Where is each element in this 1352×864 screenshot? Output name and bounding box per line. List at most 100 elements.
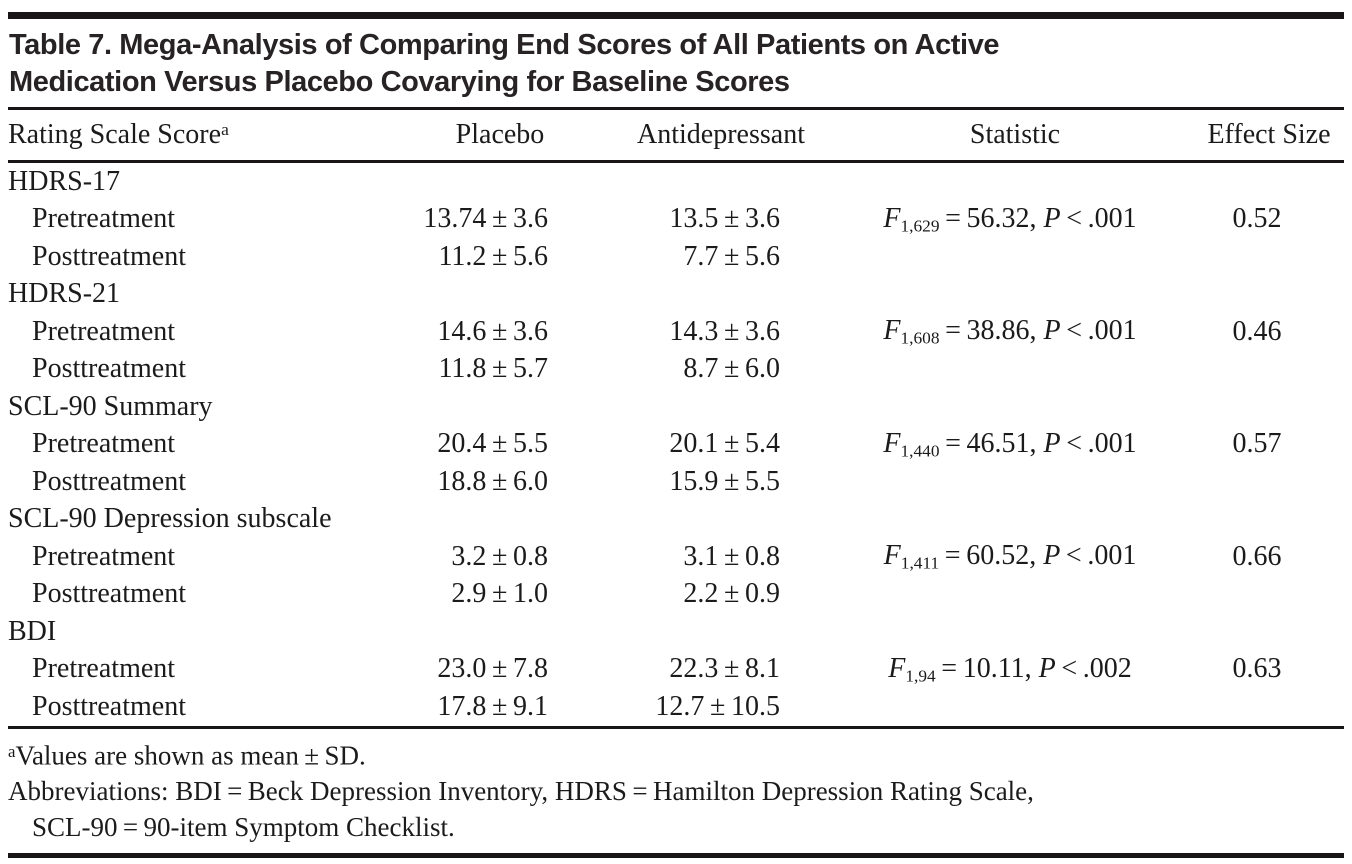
column-header-placebo: Placebo (455, 119, 545, 150)
row-label: Pretreatment (32, 315, 176, 347)
p-value: < .001 (1060, 427, 1137, 459)
antidepressant-value: 22.3 ± 8.1 (669, 653, 780, 685)
table-row: Posttreatment 18.8 ± 6.0 15.9 ± 5.5 (8, 463, 1344, 501)
table-row: Pretreatment 20.4 ± 5.5 20.1 ± 5.4 F1,44… (8, 426, 1344, 464)
antidepressant-value: 3.1 ± 0.8 (683, 540, 780, 572)
statistic-value: F1,440 = 46.51, P < .001 (850, 428, 1170, 461)
row-label: Pretreatment (32, 653, 176, 685)
row-label: Posttreatment (32, 240, 186, 272)
placebo-value: 13.74 ± 3.6 (423, 203, 548, 235)
group-header-row: HDRS-21 (8, 276, 1344, 314)
antidepressant-value: 12.7 ± 10.5 (655, 690, 780, 722)
row-label: Posttreatment (32, 353, 186, 385)
placebo-value: 17.8 ± 9.1 (437, 690, 548, 722)
header-divider-rule (8, 160, 1344, 163)
f-symbol: F (888, 652, 906, 684)
table-title-line2: Medication Versus Placebo Covarying for … (9, 66, 790, 98)
rating-scale-footnote-marker: a (221, 120, 229, 140)
column-header-antidepressant: Antidepressant (637, 119, 805, 150)
f-statistic-value: = 10.11, (935, 652, 1039, 684)
p-symbol: P (1043, 202, 1061, 234)
f-symbol: F (883, 202, 901, 234)
table-title-line1: Table 7. Mega-Analysis of Comparing End … (9, 29, 1000, 61)
placebo-value: 11.2 ± 5.6 (438, 240, 548, 272)
statistic-value: F1,94 = 10.11, P < .002 (850, 653, 1170, 686)
column-header-row: Rating Scale Scorea Placebo Antidepressa… (8, 110, 1344, 160)
footnote-values-text: Values are shown as mean ± SD. (15, 740, 366, 771)
row-label: Pretreatment (32, 203, 176, 235)
row-label: Pretreatment (32, 540, 176, 572)
antidepressant-value: 13.5 ± 3.6 (669, 203, 780, 235)
f-statistic-value: = 46.51, (939, 427, 1044, 459)
group-label: SCL-90 Depression subscale (8, 503, 332, 535)
column-header-effect-size: Effect Size (1207, 119, 1331, 150)
statistic-value: F1,411 = 60.52, P < .001 (850, 540, 1170, 573)
f-symbol: F (883, 315, 901, 347)
placebo-value: 3.2 ± 0.8 (451, 540, 548, 572)
antidepressant-value: 7.7 ± 5.6 (683, 240, 780, 272)
p-value: < .001 (1060, 540, 1137, 572)
table-row: Posttreatment 2.9 ± 1.0 2.2 ± 0.9 (8, 576, 1344, 614)
group-label: HDRS-17 (8, 165, 121, 197)
degrees-of-freedom: 1,411 (900, 553, 940, 573)
antidepressant-value: 8.7 ± 6.0 (683, 353, 780, 385)
group-header-row: BDI (8, 613, 1344, 651)
p-symbol: P (1043, 540, 1061, 572)
effect-size-value: 0.57 (1232, 428, 1282, 460)
row-label: Posttreatment (32, 690, 186, 722)
group-header-row: SCL-90 Summary (8, 388, 1344, 426)
table-row: Posttreatment 17.8 ± 9.1 12.7 ± 10.5 (8, 688, 1344, 726)
degrees-of-freedom: 1,440 (900, 440, 940, 460)
f-symbol: F (883, 540, 901, 572)
p-symbol: P (1038, 652, 1056, 684)
table-row: Pretreatment 3.2 ± 0.8 3.1 ± 0.8 F1,411 … (8, 538, 1344, 576)
footnote-abbreviations-line2: SCL-90 = 90-item Symptom Checklist. (32, 812, 455, 843)
table-title: Table 7. Mega-Analysis of Comparing End … (9, 27, 1344, 101)
group-header-row: SCL-90 Depression subscale (8, 501, 1344, 539)
placebo-value: 20.4 ± 5.5 (437, 428, 548, 460)
degrees-of-freedom: 1,94 (905, 665, 936, 685)
title-divider-rule (8, 107, 1344, 110)
antidepressant-value: 20.1 ± 5.4 (669, 428, 780, 460)
top-rule (8, 12, 1344, 19)
footnote-abbreviations-line1: Abbreviations: BDI = Beck Depression Inv… (8, 776, 1034, 807)
p-symbol: P (1043, 315, 1061, 347)
row-label: Posttreatment (32, 578, 186, 610)
placebo-value: 23.0 ± 7.8 (437, 653, 548, 685)
footnotes: aValues are shown as mean ± SD. Abbrevia… (8, 734, 1344, 846)
table-row: Pretreatment 13.74 ± 3.6 13.5 ± 3.6 F1,6… (8, 201, 1344, 239)
column-header-rating-scale-text: Rating Scale Score (8, 119, 222, 150)
degrees-of-freedom: 1,629 (900, 215, 940, 235)
group-label: HDRS-21 (8, 278, 121, 310)
f-symbol: F (883, 427, 901, 459)
effect-size-value: 0.63 (1232, 653, 1282, 685)
footnote-marker: a (8, 741, 16, 761)
effect-size-value: 0.52 (1232, 203, 1282, 235)
f-statistic-value: = 60.52, (939, 540, 1044, 572)
degrees-of-freedom: 1,608 (900, 328, 940, 348)
column-header-rating-scale: Rating Scale Scorea (8, 119, 420, 151)
bottom-rule (8, 853, 1344, 859)
placebo-value: 11.8 ± 5.7 (438, 353, 548, 385)
row-label: Pretreatment (32, 428, 176, 460)
placebo-value: 18.8 ± 6.0 (437, 465, 548, 497)
statistic-value: F1,629 = 56.32, P < .001 (850, 203, 1170, 236)
p-symbol: P (1043, 427, 1061, 459)
table-row: Posttreatment 11.2 ± 5.6 7.7 ± 5.6 (8, 238, 1344, 276)
group-label: SCL-90 Summary (8, 390, 213, 422)
group-label: BDI (8, 615, 57, 647)
footnote-values: aValues are shown as mean ± SD. (8, 734, 1344, 774)
antidepressant-value: 14.3 ± 3.6 (669, 315, 780, 347)
antidepressant-value: 2.2 ± 0.9 (683, 578, 780, 610)
f-statistic-value: = 38.86, (939, 315, 1044, 347)
column-header-statistic: Statistic (969, 119, 1061, 150)
footnote-divider-rule (8, 725, 1344, 729)
group-header-row: HDRS-17 (8, 163, 1344, 201)
p-value: < .002 (1055, 652, 1132, 684)
statistic-value: F1,608 = 38.86, P < .001 (850, 315, 1170, 348)
table-row: Posttreatment 11.8 ± 5.7 8.7 ± 6.0 (8, 351, 1344, 389)
row-label: Posttreatment (32, 465, 186, 497)
antidepressant-value: 15.9 ± 5.5 (669, 465, 780, 497)
placebo-value: 14.6 ± 3.6 (437, 315, 548, 347)
